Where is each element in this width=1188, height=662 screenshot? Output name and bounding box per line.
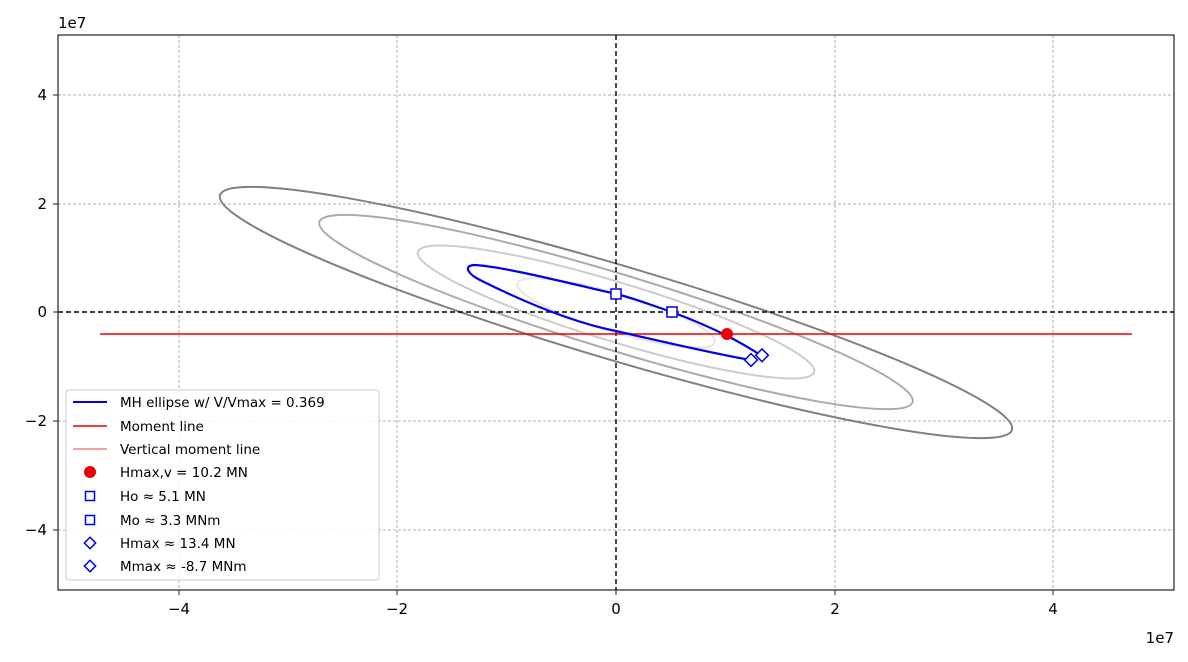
x-tick-label: 0 <box>611 600 621 618</box>
y-tick-label: −4 <box>25 521 47 539</box>
legend: MH ellipse w/ V/Vmax = 0.369 Moment line… <box>65 389 380 581</box>
y-offset-label: 1e7 <box>58 14 86 32</box>
legend-label: Mmax ≈ -8.7 MNm <box>120 559 246 575</box>
legend-circle-marker-icon <box>84 466 96 478</box>
hmaxv-marker <box>721 328 733 340</box>
legend-label: Mo ≈ 3.3 MNm <box>120 513 220 529</box>
legend-label: Ho ≈ 5.1 MN <box>120 489 206 505</box>
y-tick-label: −2 <box>25 412 47 430</box>
mo-marker <box>610 288 622 300</box>
legend-label: Vertical moment line <box>120 442 260 458</box>
ellipse-4 <box>218 185 1014 440</box>
x-tick-labels: −4 −2 0 2 4 <box>168 600 1058 618</box>
ellipse-2 <box>318 213 914 411</box>
ellipse-3 <box>416 244 816 380</box>
tick-marks <box>53 94 1054 595</box>
legend-diamond-marker-icon <box>83 559 97 573</box>
x-tick-label: −2 <box>386 600 408 618</box>
ho-marker <box>666 306 678 318</box>
legend-label: Hmax,v = 10.2 MN <box>120 465 248 481</box>
legend-square-marker-icon <box>84 490 96 502</box>
x-offset-label: 1e7 <box>1146 629 1174 647</box>
legend-label: Hmax ≈ 13.4 MN <box>120 536 236 552</box>
legend-diamond-marker-icon <box>83 536 97 550</box>
x-tick-label: 4 <box>1048 600 1058 618</box>
y-tick-label: 4 <box>37 86 47 104</box>
y-tick-labels: 4 2 0 −2 −4 <box>25 86 47 539</box>
legend-label: Moment line <box>120 419 204 435</box>
legend-square-marker-icon <box>84 514 96 526</box>
x-tick-label: −4 <box>168 600 190 618</box>
x-tick-label: 2 <box>830 600 840 618</box>
legend-label: MH ellipse w/ V/Vmax = 0.369 <box>120 395 325 411</box>
y-tick-label: 0 <box>37 303 47 321</box>
mmax-marker <box>743 352 759 368</box>
y-tick-label: 2 <box>37 195 47 213</box>
hmax-marker <box>754 347 770 363</box>
background-ellipses <box>218 185 1014 440</box>
